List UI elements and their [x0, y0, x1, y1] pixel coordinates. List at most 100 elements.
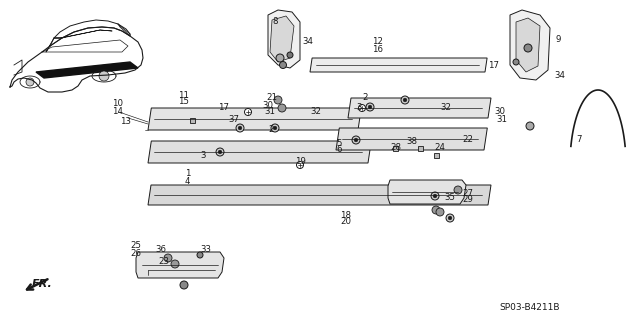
Text: 23: 23	[158, 257, 169, 266]
Text: 25: 25	[130, 241, 141, 250]
Text: 16: 16	[372, 46, 383, 55]
Polygon shape	[336, 128, 487, 150]
Text: 34: 34	[554, 71, 565, 80]
Text: 1: 1	[185, 169, 191, 179]
Polygon shape	[388, 180, 466, 204]
Circle shape	[433, 194, 437, 198]
Circle shape	[236, 124, 244, 132]
Text: 31: 31	[264, 108, 275, 116]
Text: 26: 26	[130, 249, 141, 257]
Circle shape	[274, 96, 282, 104]
Text: 31: 31	[496, 115, 507, 124]
Circle shape	[352, 136, 360, 144]
Polygon shape	[36, 62, 138, 78]
Circle shape	[524, 44, 532, 52]
Bar	[434, 153, 439, 158]
Circle shape	[368, 105, 372, 109]
Text: SP03-B4211B: SP03-B4211B	[500, 303, 560, 313]
Text: 29: 29	[462, 196, 473, 204]
Polygon shape	[268, 10, 300, 68]
Text: 7: 7	[576, 136, 582, 145]
Circle shape	[513, 59, 519, 65]
Text: 33: 33	[200, 246, 211, 255]
Text: 17: 17	[218, 103, 229, 113]
Polygon shape	[510, 10, 550, 80]
Polygon shape	[516, 18, 540, 72]
Bar	[190, 118, 195, 123]
Text: 28: 28	[390, 144, 401, 152]
Text: 3: 3	[356, 102, 362, 112]
Circle shape	[401, 96, 409, 104]
Text: 6: 6	[336, 145, 342, 154]
Text: 32: 32	[440, 103, 451, 113]
Circle shape	[271, 124, 279, 132]
Circle shape	[280, 62, 287, 69]
Text: 13: 13	[120, 116, 131, 125]
Text: 4: 4	[185, 176, 191, 186]
Circle shape	[197, 252, 203, 258]
Text: 2: 2	[362, 93, 367, 101]
Text: 38: 38	[406, 137, 417, 146]
Text: 19: 19	[295, 158, 306, 167]
Text: 24: 24	[434, 143, 445, 152]
Circle shape	[180, 281, 188, 289]
Circle shape	[448, 216, 452, 220]
Circle shape	[273, 126, 277, 130]
Text: 3: 3	[200, 151, 205, 160]
Circle shape	[244, 108, 252, 115]
Circle shape	[171, 260, 179, 268]
Circle shape	[164, 254, 172, 262]
Text: 36: 36	[155, 246, 166, 255]
Text: 12: 12	[372, 38, 383, 47]
Text: 35: 35	[444, 194, 455, 203]
Circle shape	[276, 54, 284, 62]
Text: 30: 30	[494, 108, 505, 116]
Polygon shape	[148, 185, 491, 205]
Circle shape	[26, 78, 34, 86]
Text: 34: 34	[302, 38, 313, 47]
Polygon shape	[348, 98, 491, 118]
Text: 18: 18	[340, 211, 351, 219]
Circle shape	[446, 214, 454, 222]
Text: FR.: FR.	[32, 279, 52, 289]
Bar	[393, 146, 398, 151]
Circle shape	[432, 206, 440, 214]
Text: 2: 2	[268, 125, 273, 135]
Text: 30: 30	[262, 101, 273, 110]
Circle shape	[366, 103, 374, 111]
Text: 21: 21	[266, 93, 277, 101]
Text: 8: 8	[272, 18, 278, 26]
Circle shape	[436, 208, 444, 216]
Text: 27: 27	[462, 189, 473, 197]
Text: 20: 20	[340, 218, 351, 226]
Circle shape	[526, 122, 534, 130]
Circle shape	[358, 105, 365, 112]
Text: 9: 9	[556, 35, 561, 44]
Text: 37: 37	[228, 115, 239, 124]
Text: 10: 10	[112, 100, 123, 108]
Text: 22: 22	[462, 136, 473, 145]
Circle shape	[454, 186, 462, 194]
Text: 14: 14	[112, 107, 123, 115]
Text: 5: 5	[336, 138, 342, 147]
Circle shape	[99, 71, 109, 81]
Polygon shape	[148, 141, 371, 163]
Bar	[418, 146, 423, 151]
Circle shape	[216, 148, 224, 156]
Circle shape	[296, 161, 303, 168]
Polygon shape	[136, 252, 224, 278]
Text: 15: 15	[178, 98, 189, 107]
Text: 11: 11	[178, 91, 189, 100]
Circle shape	[278, 104, 286, 112]
Circle shape	[403, 98, 407, 102]
Circle shape	[238, 126, 242, 130]
Circle shape	[218, 150, 222, 154]
Text: 32: 32	[310, 108, 321, 116]
Polygon shape	[270, 16, 294, 62]
Text: 17: 17	[488, 62, 499, 70]
Polygon shape	[148, 108, 362, 130]
Circle shape	[354, 138, 358, 142]
Polygon shape	[310, 58, 487, 72]
Circle shape	[287, 52, 293, 58]
Circle shape	[431, 192, 439, 200]
